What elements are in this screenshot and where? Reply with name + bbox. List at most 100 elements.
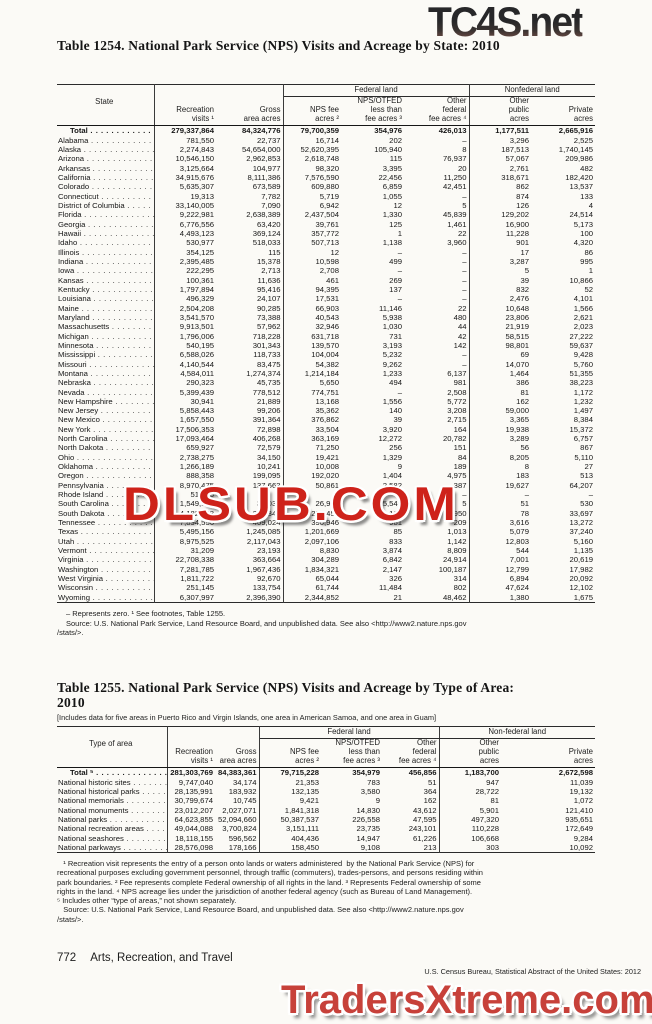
data-cell: 118,733 (216, 350, 284, 360)
data-cell: 90,285 (216, 303, 284, 313)
row-label: National historic sites (57, 777, 168, 787)
row-label: Iowa (57, 266, 155, 276)
row-label: Oregon (57, 471, 155, 481)
data-cell: 45,735 (216, 378, 284, 388)
data-cell: 54,654,000 (216, 144, 284, 155)
column-header-recreation-visits: Recreation visits ¹ (167, 726, 215, 769)
data-cell: 79,715,228 (280, 768, 319, 778)
data-cell: 64,207 (569, 480, 593, 490)
data-cell: 187,513 (501, 144, 529, 154)
data-cell: 781,550 (186, 135, 214, 145)
data-cell: 21,919 (505, 322, 529, 332)
data-cell: 6,137 (404, 368, 470, 379)
data-cell: 15,378 (216, 256, 284, 267)
data-cell: 57,962 (216, 322, 284, 332)
data-cell: 1,138 (382, 238, 402, 248)
data-cell: 30,799,674 (174, 796, 213, 806)
data-cell: 8 (404, 144, 470, 155)
data-cell: 273,344 (216, 508, 284, 519)
data-cell: 66,903 (315, 303, 339, 313)
data-cell: 17,531 (315, 294, 339, 304)
data-cell: 166 (389, 508, 402, 518)
data-cell: 11,146 (379, 303, 402, 313)
data-cell: 20,092 (569, 574, 593, 584)
data-cell: 2,023 (573, 322, 593, 332)
data-cell: 12,803 (505, 536, 529, 546)
data-cell: 497,320 (471, 814, 499, 824)
data-cell: 8 (524, 462, 529, 472)
page-number: 772 (57, 952, 77, 964)
row-label: National monuments (57, 805, 168, 815)
data-cell: 45,839 (404, 210, 470, 220)
column-header-other-federal: Other federal fee acres ⁴ (404, 96, 470, 127)
data-cell: 6,842 (382, 555, 402, 565)
data-cell: 1,013 (404, 527, 470, 537)
data-cell: 9,222,981 (179, 210, 214, 220)
row-label: Virginia (57, 555, 155, 565)
data-cell: 19,421 (315, 452, 339, 462)
column-header-nps-otfed: NPS/OTFED less than fee acres ³ (321, 738, 382, 769)
table-1255-bracket-note: [Includes data for five areas in Puerto … (57, 713, 437, 722)
data-cell: 22 (404, 228, 470, 239)
data-cell: 8,111,386 (216, 172, 284, 183)
data-cell: 832 (516, 284, 529, 294)
data-cell: 27 (584, 462, 593, 472)
data-cell: 213 (382, 842, 440, 853)
data-cell: 32,946 (315, 322, 339, 332)
data-cell: 137 (389, 284, 402, 294)
data-cell: 84,383,361 (215, 767, 260, 778)
data-cell: 52,094,660 (215, 814, 260, 825)
data-cell: 78 (520, 508, 529, 518)
data-cell: 2,672,598 (558, 768, 593, 778)
data-cell: 5,399,439 (179, 387, 214, 397)
data-cell: 23,806 (505, 312, 529, 322)
data-cell: – (404, 191, 470, 201)
data-cell: 4,320 (573, 238, 593, 248)
data-cell: 507,713 (311, 238, 339, 248)
row-label: National recreation areas (57, 824, 168, 834)
data-cell: 369,124 (216, 228, 284, 239)
data-cell: 4,101 (573, 294, 593, 304)
data-cell: 209 (404, 518, 470, 528)
data-cell: 10,241 (216, 462, 284, 472)
data-cell: 2,476 (509, 294, 529, 304)
group-header-nonfederal-land: Non-federal land (439, 726, 595, 740)
data-cell: 100 (580, 228, 593, 238)
data-cell: 2,097,106 (304, 536, 339, 546)
data-cell: 7,782 (216, 191, 284, 201)
data-cell: 5,719 (319, 191, 339, 201)
section-title: Arts, Recreation, and Travel (90, 952, 233, 964)
data-cell: 406,268 (216, 434, 284, 444)
data-cell: 364 (382, 786, 440, 797)
data-cell: 279,337,864 (171, 126, 214, 136)
data-cell: 1,556 (382, 396, 402, 406)
data-cell: 10,092 (569, 842, 593, 852)
data-cell: 8,830 (319, 546, 339, 556)
data-cell: 21 (393, 592, 402, 602)
data-cell: 5,650 (319, 378, 339, 388)
column-header-recreation-visits: Recreation visits ¹ (154, 84, 216, 127)
row-label: Washington (57, 564, 155, 575)
data-cell: 72,898 (216, 424, 284, 435)
data-cell: 3,296 (509, 135, 529, 145)
data-cell: 1 (588, 266, 593, 276)
data-cell: 1,967,436 (216, 564, 284, 575)
data-cell: 85 (393, 527, 402, 537)
data-cell: 4,182,643 (179, 508, 214, 518)
data-cell: 1,172 (573, 387, 593, 397)
